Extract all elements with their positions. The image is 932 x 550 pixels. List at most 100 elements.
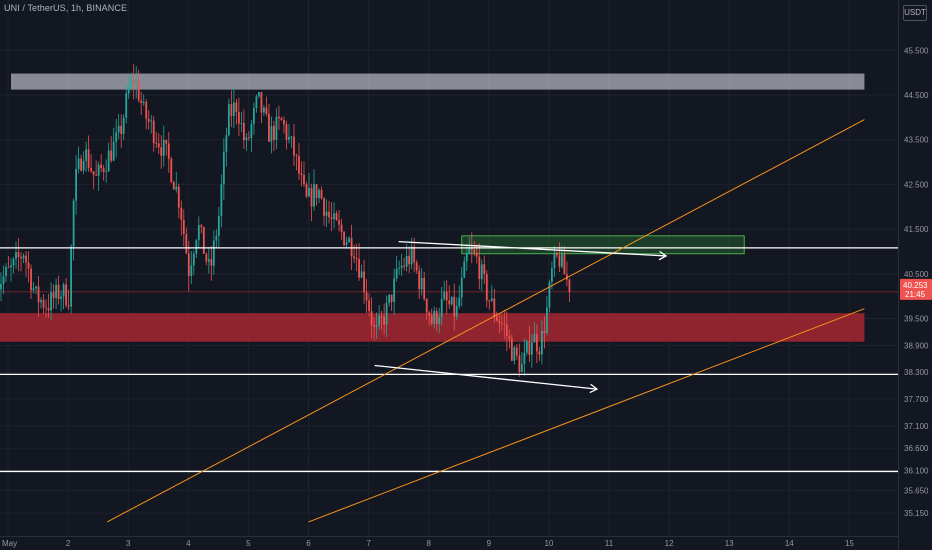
candle <box>67 289 70 310</box>
candle <box>115 118 118 158</box>
candle <box>180 200 183 236</box>
candle-body <box>75 168 78 201</box>
candle-body <box>120 125 123 134</box>
candle <box>0 272 2 302</box>
candle <box>55 278 57 310</box>
candle-body <box>175 186 178 190</box>
candle <box>152 115 155 152</box>
candle <box>132 63 135 100</box>
candle <box>207 247 210 274</box>
candle <box>30 264 32 300</box>
candle <box>493 288 496 323</box>
price-tick-label: 42.500 <box>904 180 929 189</box>
candle-body <box>215 235 218 241</box>
candle-body <box>25 255 27 263</box>
candle <box>7 256 10 269</box>
candle-body <box>556 252 558 256</box>
candle-body <box>368 300 371 312</box>
candle-body <box>485 273 488 301</box>
candle <box>227 98 230 137</box>
candle <box>330 202 333 232</box>
candle-body <box>195 240 198 254</box>
arrow-shaft <box>398 240 667 257</box>
candle-body <box>520 363 523 373</box>
candle-body <box>258 92 260 97</box>
candle-body <box>390 294 393 302</box>
candle-body <box>147 118 150 122</box>
candle-body <box>268 113 270 142</box>
candle-body <box>283 119 285 125</box>
candle-body <box>533 334 536 343</box>
candle <box>290 135 293 148</box>
currency-badge[interactable]: USDT <box>903 5 927 21</box>
candle <box>485 270 488 308</box>
candle <box>368 293 371 316</box>
candle-body <box>363 271 365 293</box>
candle <box>500 314 503 331</box>
candle <box>200 223 203 234</box>
candle-body <box>12 258 15 266</box>
price-tick-label: 36.100 <box>904 467 929 476</box>
candle <box>398 260 401 275</box>
candle-body <box>165 139 168 144</box>
candle <box>80 154 83 172</box>
candle <box>217 206 220 247</box>
candle-body <box>440 299 443 318</box>
candle <box>453 283 456 331</box>
arrow-head <box>589 383 599 394</box>
candle <box>130 72 133 91</box>
candle-body <box>490 298 493 301</box>
candle <box>150 114 153 134</box>
candle <box>508 329 511 349</box>
candle <box>17 237 20 272</box>
candle-body <box>458 297 461 306</box>
candle <box>340 218 343 240</box>
candle <box>137 69 140 103</box>
candle-body <box>5 267 7 277</box>
candle <box>513 345 516 365</box>
candle-body <box>540 330 543 355</box>
price-tick-label: 39.500 <box>904 315 929 324</box>
candle-body <box>528 340 531 355</box>
candle <box>20 251 22 272</box>
plot-area <box>0 63 898 523</box>
candle-body <box>82 160 85 171</box>
candle-body <box>202 226 205 254</box>
time-tick-label: May <box>2 539 17 548</box>
candle <box>458 285 461 309</box>
price-tick-label: 37.700 <box>904 395 929 404</box>
candle-body <box>80 158 83 171</box>
candle <box>435 307 438 331</box>
candle <box>70 244 73 314</box>
candle <box>388 294 391 307</box>
candle <box>408 246 411 273</box>
candle-body <box>285 124 288 140</box>
candle <box>145 99 148 130</box>
candle-body <box>508 335 511 339</box>
candle <box>283 116 285 134</box>
candle <box>320 186 323 200</box>
candle-body <box>132 79 135 84</box>
candle <box>280 116 283 121</box>
candle <box>308 172 310 198</box>
candle <box>328 200 330 224</box>
candle-body <box>463 261 466 278</box>
candle-body <box>167 143 170 159</box>
candle <box>473 241 476 257</box>
candle-body <box>162 139 165 156</box>
candle <box>318 187 320 204</box>
candle-body <box>40 299 42 303</box>
candle-body <box>20 257 22 259</box>
candle <box>42 294 45 315</box>
candle-body <box>107 150 110 172</box>
candle-body <box>273 125 275 140</box>
candle <box>440 286 443 326</box>
candle-body <box>110 150 113 161</box>
candle-body <box>295 155 298 157</box>
candle <box>410 237 413 270</box>
candle <box>52 284 55 309</box>
candle <box>240 111 243 132</box>
candle-body <box>465 253 468 262</box>
candle <box>556 251 558 259</box>
